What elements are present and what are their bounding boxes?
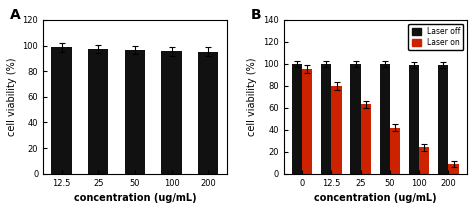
Bar: [88, 49, 108, 174]
Bar: [302, 69, 312, 174]
Y-axis label: cell viability (%): cell viability (%): [247, 58, 257, 136]
Bar: [52, 47, 72, 174]
Bar: [350, 64, 361, 174]
Legend: Laser off, Laser on: Laser off, Laser on: [409, 24, 463, 50]
Bar: [321, 64, 331, 174]
Y-axis label: cell viability (%): cell viability (%): [7, 58, 17, 136]
Bar: [390, 127, 400, 174]
Bar: [125, 50, 145, 174]
Bar: [409, 65, 419, 174]
Text: A: A: [10, 8, 21, 22]
Bar: [380, 64, 390, 174]
Bar: [162, 51, 182, 174]
Bar: [448, 164, 459, 174]
Bar: [438, 65, 448, 174]
Bar: [198, 52, 218, 174]
Text: B: B: [251, 8, 261, 22]
X-axis label: concentration (ug/mL): concentration (ug/mL): [73, 193, 196, 203]
X-axis label: concentration (ug/mL): concentration (ug/mL): [314, 193, 437, 203]
Bar: [419, 147, 429, 174]
Bar: [361, 104, 371, 174]
Bar: [331, 86, 342, 174]
Bar: [292, 64, 302, 174]
